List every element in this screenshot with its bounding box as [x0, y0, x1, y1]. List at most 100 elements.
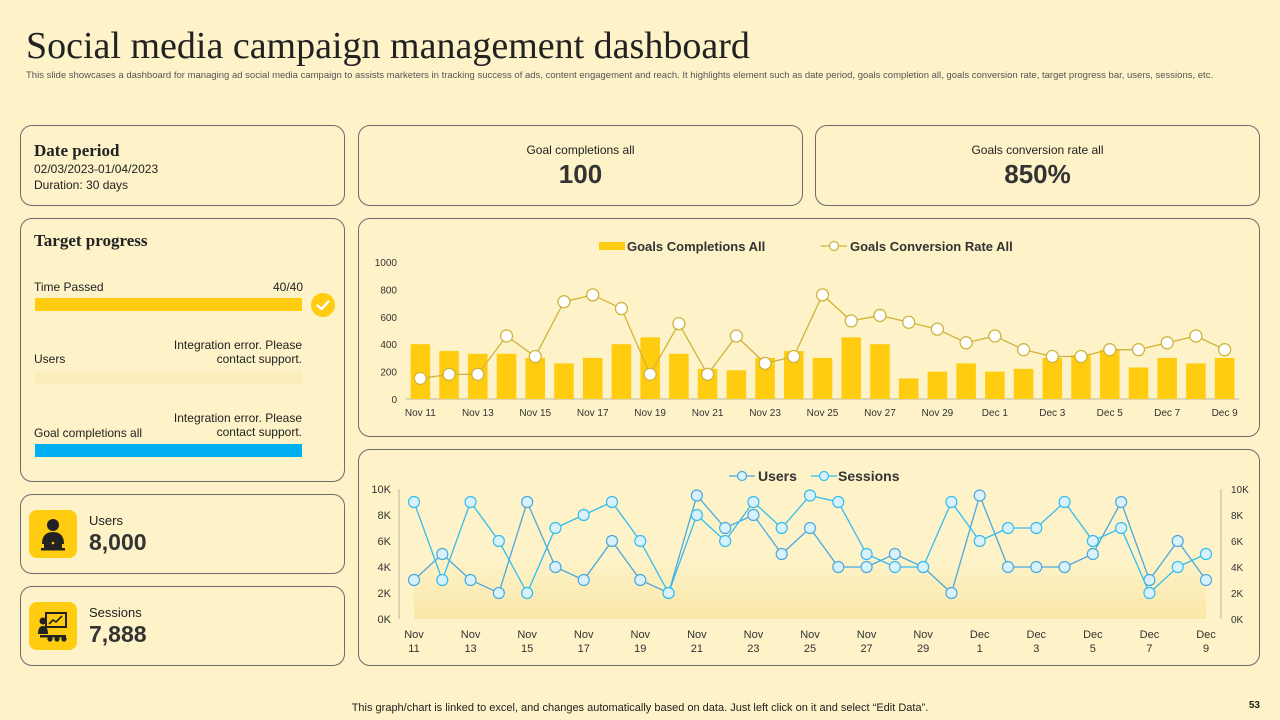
x-tick-label: Dec: [1196, 629, 1216, 641]
x-tick-label: Nov 23: [749, 408, 781, 419]
plot-area-shade: [414, 560, 1206, 619]
x-tick-label: 15: [521, 643, 533, 655]
bar-goals-completions: [870, 344, 890, 399]
y-tick-label: 1000: [375, 258, 398, 269]
users-error-message: Integration error. Please contact suppor…: [173, 338, 302, 366]
y-tick-label-right: 6K: [1231, 537, 1244, 548]
target-progress-heading: Target progress: [34, 231, 148, 250]
bar-goals-completions: [1071, 355, 1091, 399]
point-goals-conversion-rate: [586, 288, 600, 302]
legend-marker-sessions: [818, 470, 830, 482]
point-sessions: [690, 508, 703, 522]
legend-marker-users: [736, 470, 748, 482]
point-users: [436, 547, 449, 561]
bar-goals-completions: [812, 357, 833, 399]
date-period-heading: Date period: [34, 141, 120, 160]
x-tick-label: Nov: [800, 629, 820, 641]
legend-label-users: Users: [758, 468, 797, 484]
bar-goals-completions: [726, 370, 747, 399]
point-sessions: [662, 586, 675, 600]
point-sessions: [747, 495, 760, 509]
point-users: [549, 560, 562, 574]
bar-goals-completions: [611, 344, 632, 399]
point-goals-conversion-rate: [557, 295, 571, 309]
y-tick-label-left: 4K: [378, 562, 392, 574]
x-tick-label: Nov 25: [807, 408, 839, 419]
bar-goals-completions: [1013, 368, 1034, 399]
y-tick-label: 0: [391, 395, 397, 406]
point-goals-conversion-rate: [959, 336, 973, 350]
point-goals-conversion-rate: [1016, 343, 1031, 357]
point-users: [1001, 560, 1015, 574]
x-tick-label: Dec 1: [982, 408, 1009, 419]
users-sessions-chart-card: 0K 0K 2K 2K 4K 4K 6K 6K 8K 8K 10K 10K Nov 11 Nov 13 Nov 1…: [358, 449, 1260, 666]
y-tick-label: 200: [380, 368, 397, 379]
date-period-duration: Duration: 30 days: [34, 178, 129, 192]
point-goals-conversion-rate: [1074, 349, 1088, 364]
goal-error-message: Integration error. Please contact suppor…: [173, 411, 302, 439]
bar-goals-completions: [410, 344, 431, 399]
goal-completions-bar: [35, 444, 302, 457]
point-sessions: [549, 521, 562, 535]
bar-goals-completions: [1186, 363, 1206, 399]
point-users: [464, 573, 477, 587]
point-users: [1115, 495, 1128, 509]
point-sessions: [1086, 534, 1099, 548]
y-tick-label-left: 10K: [371, 484, 391, 496]
legend-swatch-bar: [599, 242, 625, 250]
y-tick-label-right: 2K: [1231, 589, 1244, 600]
point-sessions: [860, 547, 873, 561]
bar-goals-completions: [582, 357, 603, 399]
x-tick-label: 29: [917, 643, 929, 655]
point-goals-conversion-rate: [1131, 343, 1146, 357]
point-users: [1086, 547, 1099, 561]
bar-goals-completions: [1128, 367, 1149, 399]
x-tick-label: Nov: [461, 629, 481, 641]
point-sessions: [1030, 521, 1043, 535]
point-goals-conversion-rate: [1045, 349, 1059, 364]
x-tick-label: 5: [1090, 643, 1096, 655]
goals-chart-card: 0 200 400 600 800 1000 Nov 11 Nov 13 Nov 15 Nov 1…: [358, 218, 1260, 437]
sessions-stat-value: 7,888: [89, 621, 147, 647]
bar-goals-completions: [496, 353, 517, 399]
x-tick-label: Nov 13: [462, 408, 494, 419]
conversion-rate-card: Goals conversion rate all 850%: [815, 125, 1260, 206]
bar-goals-completions: [1157, 357, 1177, 399]
presentation-icon: [29, 602, 77, 650]
point-goals-conversion-rate: [471, 367, 485, 381]
x-tick-label: Nov: [744, 629, 764, 641]
point-sessions: [577, 508, 590, 522]
point-sessions: [775, 521, 788, 535]
goal-completions-label: Goal completions all: [526, 143, 635, 157]
point-goals-conversion-rate: [413, 371, 428, 386]
bar-goals-completions: [1214, 357, 1235, 399]
goal-completions-card: Goal completions all 100: [358, 125, 803, 206]
point-goals-conversion-rate: [787, 349, 801, 364]
point-goals-conversion-rate: [902, 315, 916, 329]
point-sessions: [888, 560, 901, 574]
time-passed-value: 40/40: [273, 280, 304, 294]
point-sessions: [436, 573, 449, 587]
bar-goals-completions: [755, 357, 775, 399]
time-passed-bar: [35, 298, 302, 311]
point-sessions: [634, 534, 647, 548]
footer-note: This graph/chart is linked to excel, and…: [351, 702, 929, 714]
x-tick-label: Dec 3: [1039, 408, 1066, 419]
time-passed-label: Time Passed: [34, 280, 104, 294]
legend-label-bar: Goals Completions All: [627, 239, 765, 254]
y-tick-label-right: 8K: [1231, 511, 1244, 522]
point-users: [577, 573, 590, 587]
point-sessions: [1143, 586, 1156, 600]
page-number: 53: [1248, 700, 1260, 711]
point-goals-conversion-rate: [1103, 343, 1117, 357]
x-tick-label: Nov: [631, 629, 651, 641]
point-users: [775, 547, 788, 561]
point-users: [747, 508, 760, 522]
bar-goals-completions: [841, 337, 861, 399]
bar-goals-completions: [669, 353, 689, 399]
y-tick-label-left: 8K: [378, 510, 392, 522]
point-sessions: [1001, 521, 1015, 535]
point-sessions: [917, 560, 930, 574]
point-users: [1058, 560, 1071, 574]
